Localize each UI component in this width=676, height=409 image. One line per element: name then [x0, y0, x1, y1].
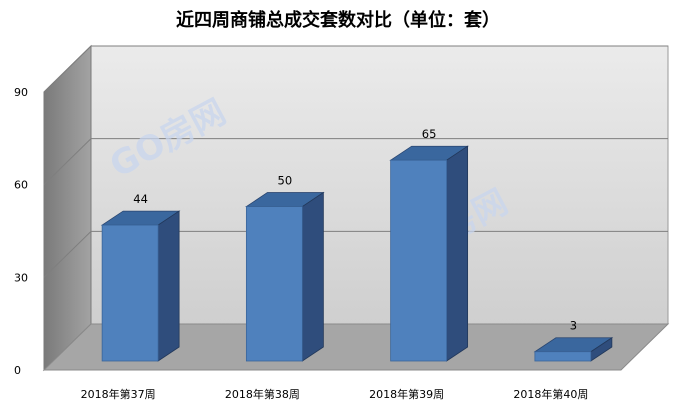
data-label: 65 [422, 127, 437, 141]
bar-front-face [101, 224, 159, 362]
y-axis-ticks: 0 30 60 90 [14, 86, 28, 377]
chart-walls [42, 44, 670, 372]
bar-side-face [157, 210, 180, 362]
bar [533, 336, 614, 362]
bar-side-face [301, 191, 324, 362]
x-axis-categories: 2018年第37周 2018年第38周 2018年第39周 2018年第40周 [81, 387, 589, 401]
bar [100, 210, 181, 362]
data-label: 50 [278, 174, 293, 188]
y-tick-label: 30 [14, 271, 28, 284]
bar [389, 145, 469, 362]
bar-side-face [446, 145, 469, 362]
gridline [43, 138, 668, 186]
x-category-label: 2018年第39周 [369, 387, 444, 401]
x-category-label: 2018年第37周 [81, 387, 156, 401]
bar-front-face [245, 206, 303, 362]
x-category-label: 2018年第40周 [513, 387, 588, 401]
x-category-label: 2018年第38周 [225, 387, 300, 401]
y-tick-label: 90 [14, 86, 28, 99]
y-tick-label: 0 [14, 364, 21, 377]
bar-front-face [534, 351, 592, 362]
data-labels: 44 50 65 3 [133, 127, 577, 333]
bar [245, 191, 325, 362]
y-tick-label: 60 [14, 179, 28, 192]
gridline [43, 45, 668, 93]
gridlines [43, 45, 668, 278]
bars [100, 145, 614, 362]
side-wall [43, 44, 92, 372]
data-label: 44 [133, 192, 148, 206]
chart-title: 近四周商铺总成交套数对比（单位：套） [176, 10, 500, 31]
gridline [43, 230, 668, 278]
floor [42, 323, 670, 371]
bar-front-face [390, 159, 448, 362]
data-label: 3 [570, 319, 577, 333]
